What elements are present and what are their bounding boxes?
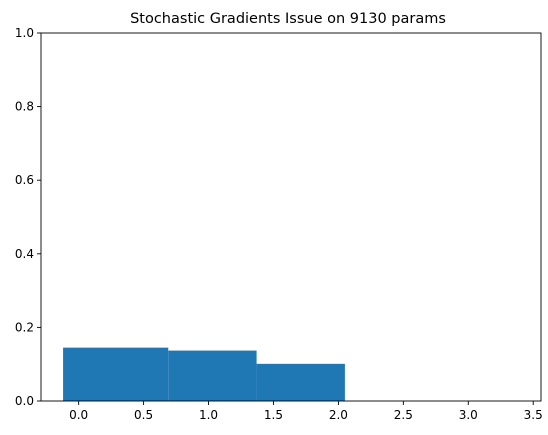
x-tick-label: 3.5 (524, 408, 543, 422)
x-tick-label: 1.0 (199, 408, 218, 422)
bars-group (63, 347, 345, 401)
y-tick-label: 0.4 (15, 247, 34, 261)
plot-frame (40, 32, 542, 402)
y-tick-label: 0.6 (15, 173, 34, 187)
y-tick-label: 0.2 (15, 320, 34, 334)
y-tick-label: 1.0 (15, 26, 34, 40)
x-tick-label: 1.5 (264, 408, 283, 422)
histogram-bar-3 (256, 363, 345, 401)
x-tick-label: 2.0 (329, 408, 348, 422)
x-tick-label: 2.5 (394, 408, 413, 422)
histogram-bar-2 (168, 350, 257, 401)
y-tick-label: 0.0 (15, 394, 34, 408)
chart-title: Stochastic Gradients Issue on 9130 param… (130, 11, 446, 27)
histogram-bar-1 (63, 347, 169, 401)
x-tick-label: 0.0 (69, 408, 88, 422)
x-axis-ticks: 0.0 0.5 1.0 1.5 2.0 2.5 3.0 3.5 (69, 401, 543, 422)
y-axis-ticks: 0.0 0.2 0.4 0.6 0.8 1.0 (15, 26, 41, 408)
x-tick-label: 0.5 (134, 408, 153, 422)
x-tick-label: 3.0 (459, 408, 478, 422)
y-tick-label: 0.8 (15, 100, 34, 114)
